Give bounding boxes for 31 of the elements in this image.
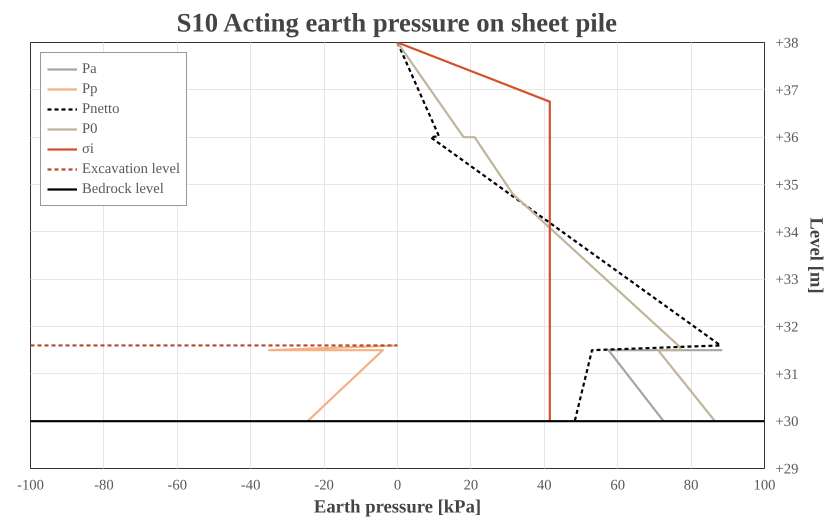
y-tick-label: +33 [776, 272, 798, 288]
x-tick-label: -20 [314, 478, 334, 494]
legend-label: P0 [82, 120, 98, 138]
y-tick-label: +37 [776, 82, 798, 99]
y-tick-label: +36 [776, 130, 798, 146]
chart-title: S10 Acting earth pressure on sheet pile [176, 8, 618, 38]
legend-label: Pp [82, 80, 98, 98]
x-tick-label: 100 [754, 478, 776, 494]
legend-label: σi [82, 140, 95, 158]
y-tick-label: +30 [776, 414, 798, 430]
x-tick-label: -40 [240, 478, 260, 494]
x-tick-label: 80 [684, 478, 698, 494]
legend-label: Bedrock level [82, 180, 164, 198]
legend-label: Pa [82, 60, 98, 78]
legend-label: Pnetto [82, 100, 120, 118]
x-axis-title: Earth pressure [kPa] [314, 496, 482, 518]
y-axis-title: Level [m] [805, 217, 826, 294]
y-tick-label: +38 [776, 36, 798, 52]
legend-label: Excavation level [82, 160, 180, 178]
y-tick-label: +31 [776, 366, 798, 383]
x-tick-label: -60 [168, 478, 188, 494]
x-tick-label: 0 [394, 478, 402, 494]
y-tick-label: +29 [776, 462, 798, 478]
y-tick-label: +32 [776, 320, 798, 336]
y-tick-label: +34 [776, 224, 800, 241]
y-tick-label: +35 [776, 178, 798, 194]
x-tick-label: -80 [94, 478, 114, 494]
x-tick-label: 20 [464, 478, 478, 494]
x-tick-label: 60 [610, 478, 626, 494]
x-tick-label: 40 [536, 478, 552, 494]
x-tick-label: -100 [17, 478, 44, 494]
